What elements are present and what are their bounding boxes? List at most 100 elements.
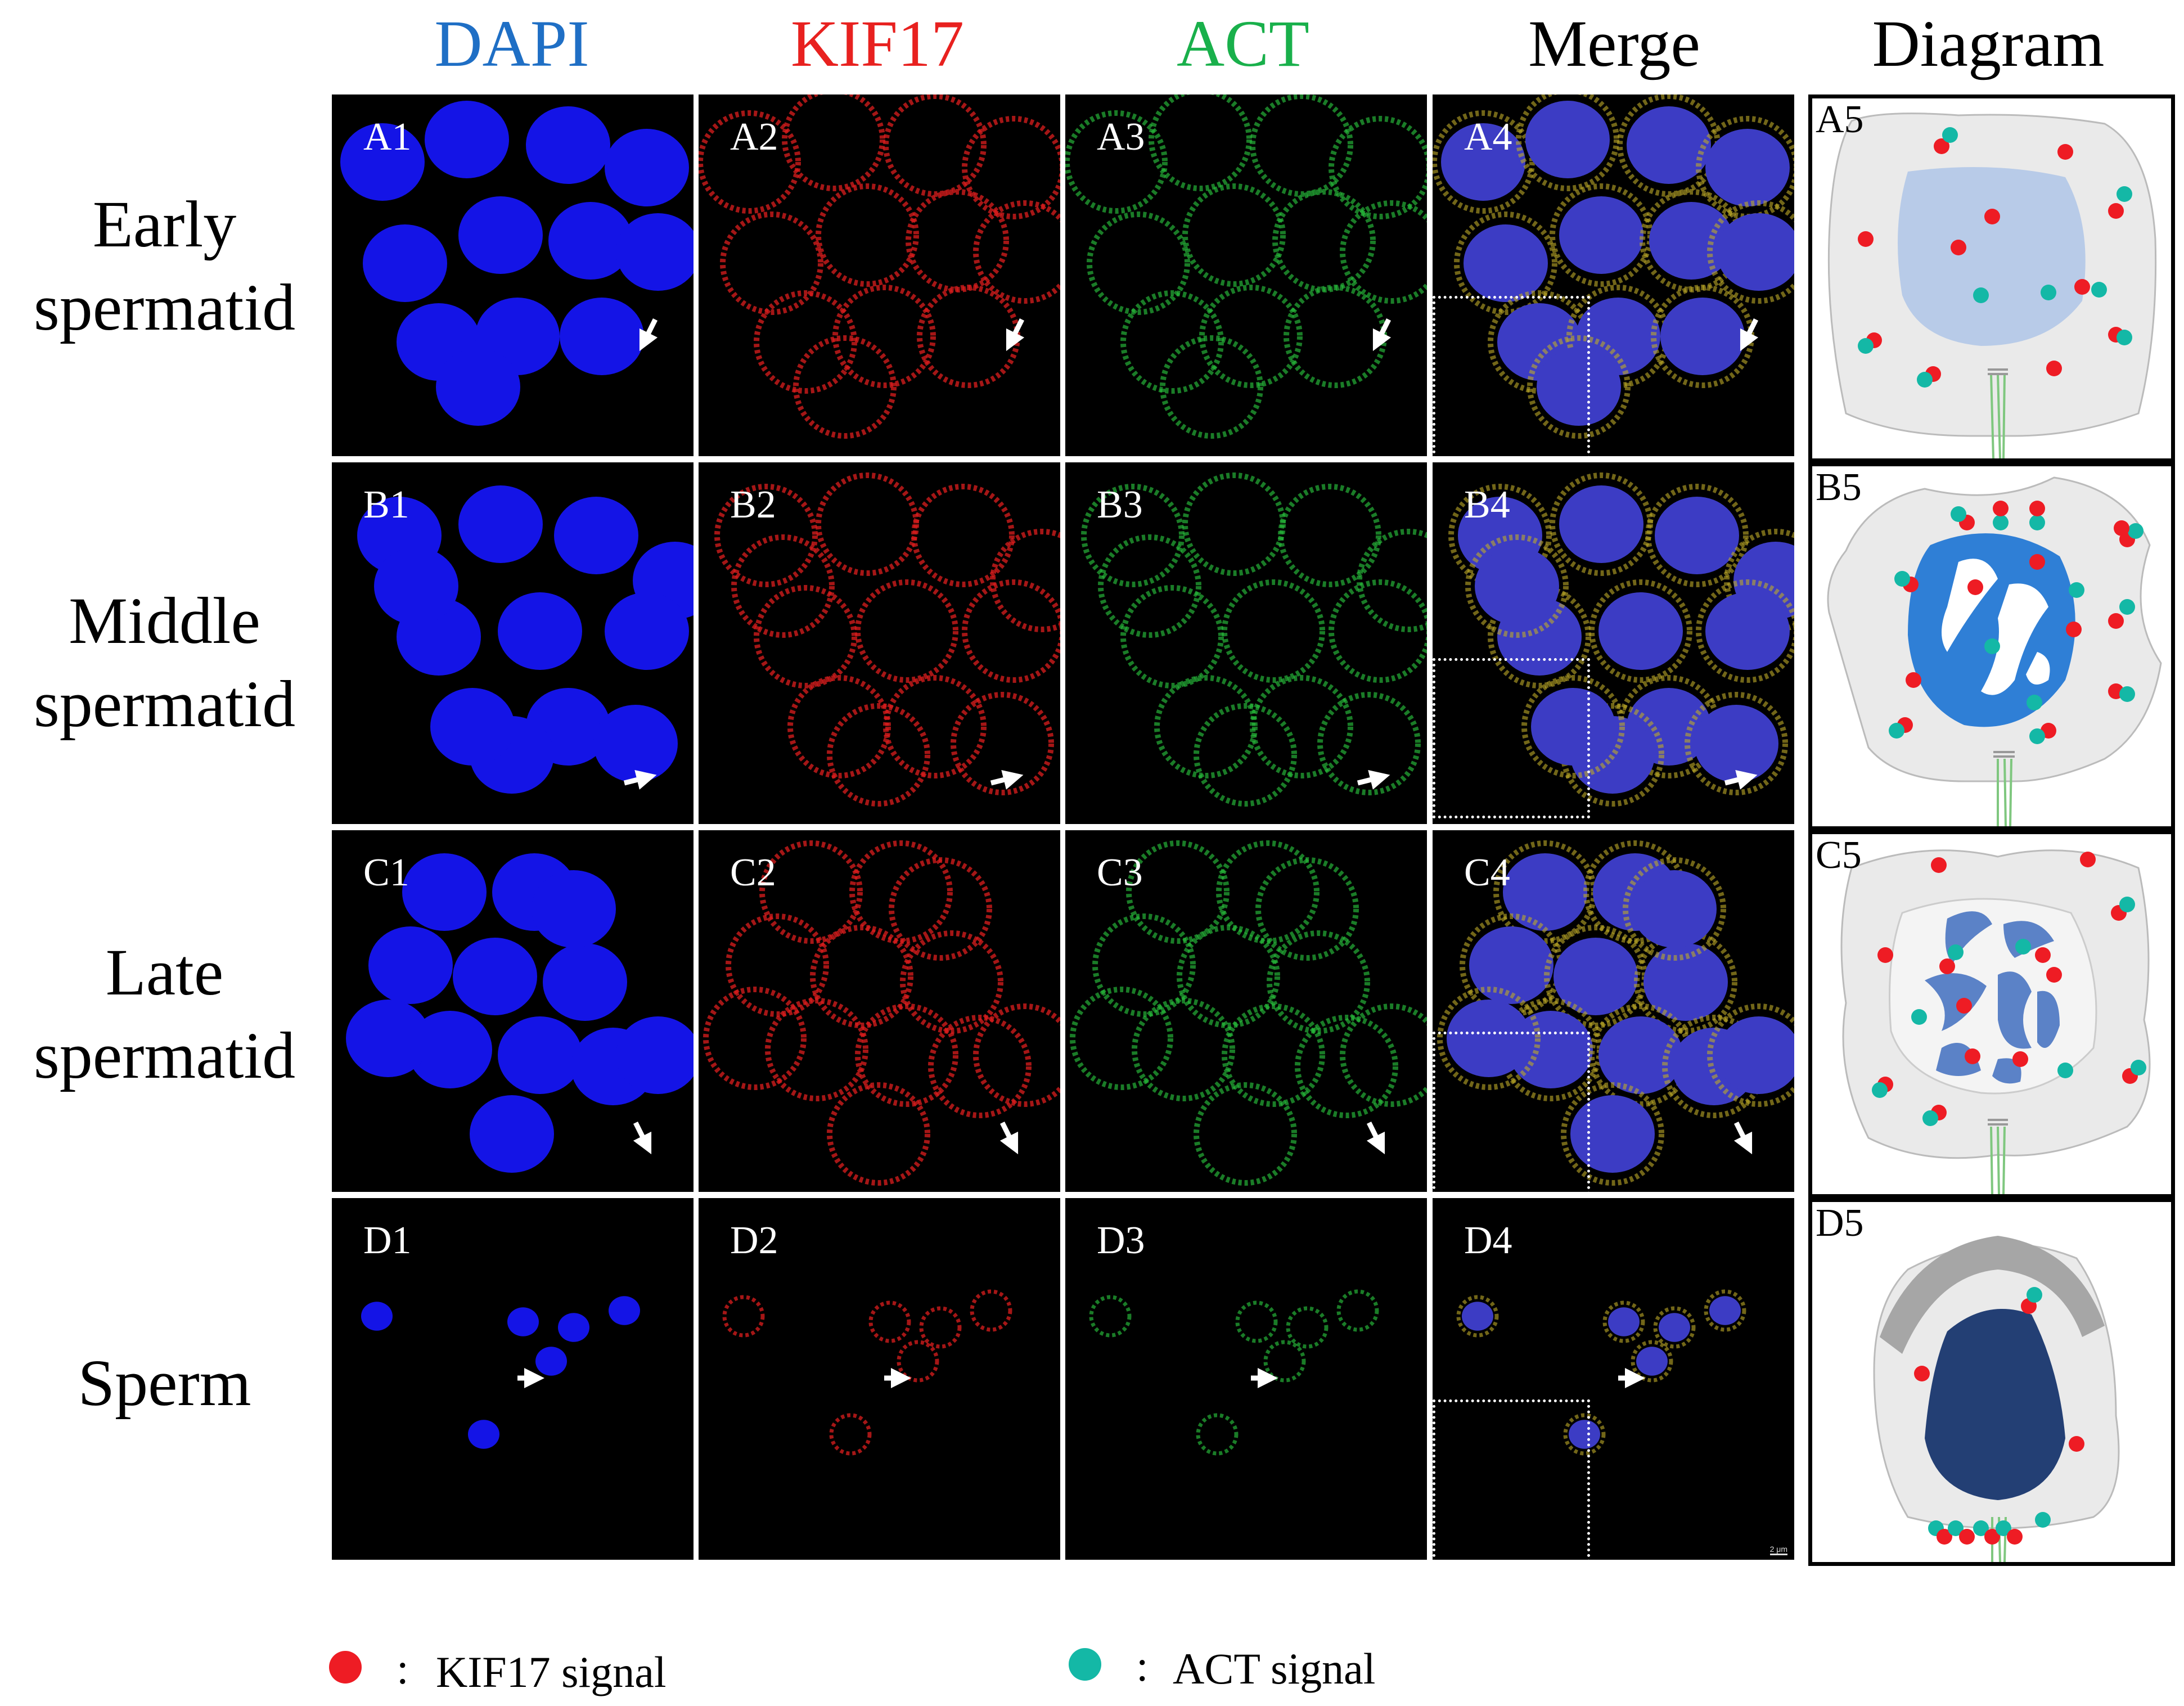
nucleus-pattern xyxy=(1942,559,2050,695)
row-label-line1: Early xyxy=(92,187,237,261)
cytoplasm-signal xyxy=(1527,335,1631,439)
signal-dots xyxy=(1889,501,2144,744)
row-label-late: Late spermatid xyxy=(0,931,329,1097)
cytoplasm-signal xyxy=(1563,1413,1606,1456)
nucleus-blob xyxy=(470,1095,554,1173)
cytoplasm-signal xyxy=(1561,703,1664,807)
nucleus-blob xyxy=(526,106,610,184)
cytoplasm-signal xyxy=(726,913,829,1017)
micrograph-b3: B3 xyxy=(1065,462,1427,824)
cytoplasm-signal xyxy=(1340,1003,1427,1107)
kif17-dot xyxy=(1993,501,2009,516)
cytoplasm-signal xyxy=(1089,1295,1132,1338)
cytoplasm-signal xyxy=(1149,94,1252,191)
nucleus-blob xyxy=(1570,1095,1655,1173)
cytoplasm-signal xyxy=(951,692,1054,795)
cytoplasm-signal xyxy=(1120,585,1224,688)
cytoplasm-signal xyxy=(1516,94,1619,191)
column-header-diagram: Diagram xyxy=(1872,7,2105,80)
micrograph-image xyxy=(1089,1289,1379,1456)
column-header-act: ACT xyxy=(1177,7,1309,80)
micrograph-d1: D1 xyxy=(332,1198,694,1560)
cytoplasm-signal xyxy=(816,183,919,287)
cytoplasm-signal xyxy=(973,200,1060,304)
panel-label: C5 xyxy=(1816,834,1862,877)
row-label-line2: spermatid xyxy=(33,271,296,344)
kif17-dot xyxy=(2108,613,2124,629)
nucleus-blob xyxy=(425,101,509,178)
micrograph-image xyxy=(361,1296,640,1449)
nucleus-blob xyxy=(1598,1016,1683,1094)
nucleus-blob xyxy=(560,298,644,375)
micrograph-image xyxy=(1081,472,1427,807)
cytoplasm-signal xyxy=(911,484,1015,587)
cytoplasm-signal xyxy=(1182,472,1286,576)
cytoplasm-signal xyxy=(1255,857,1359,961)
kif17-legend-colon: : xyxy=(397,1644,409,1693)
act-dot xyxy=(1973,287,1989,303)
arrow-indicator xyxy=(633,1121,652,1155)
arrow-indicator xyxy=(990,769,1024,790)
flagellum xyxy=(1988,1119,2008,1194)
cytoplasm-signal xyxy=(1194,703,1297,807)
nucleus-blob xyxy=(453,938,537,1015)
cytoplasm-signal xyxy=(1199,285,1303,388)
act-dot xyxy=(2029,515,2045,530)
act-legend-colon: : xyxy=(1136,1641,1149,1690)
cytoplasm-signal xyxy=(1120,290,1224,394)
cytoplasm-signal xyxy=(1561,1082,1664,1186)
kif17-dot xyxy=(2029,501,2045,516)
cytoplasm-signal xyxy=(1092,913,1196,1017)
act-dot xyxy=(2117,330,2132,345)
cytoplasm-signal xyxy=(782,94,885,191)
kif17-dot xyxy=(2066,622,2082,637)
cytoplasm-signal xyxy=(765,998,868,1101)
kif17-dot xyxy=(2007,1529,2023,1545)
kif17-dot xyxy=(2046,967,2062,983)
cytoplasm-signal xyxy=(1456,1295,1499,1338)
nucleus-blob xyxy=(1503,853,1587,931)
column-header-kif17: KIF17 xyxy=(790,7,965,80)
panel-label: D5 xyxy=(1816,1201,1864,1245)
act-dot xyxy=(1984,638,2000,654)
cytoplasm-signal xyxy=(1278,484,1381,587)
nucleus-blob xyxy=(1447,1000,1531,1077)
cytoplasm-signal xyxy=(1454,211,1557,315)
cytoplasm-signal xyxy=(1437,987,1541,1090)
nucleus-blob xyxy=(605,592,689,670)
kif17-dot xyxy=(2057,144,2073,160)
cytoplasm-signal xyxy=(1707,200,1794,304)
cytoplasm-signal xyxy=(1098,534,1201,638)
cytoplasm-signal xyxy=(1645,484,1749,587)
cytoplasm-signal xyxy=(1340,200,1427,304)
kif17-dot xyxy=(2012,1051,2028,1067)
row-label-line1: Late xyxy=(105,935,224,1009)
cytoplasm-signal xyxy=(1132,998,1235,1101)
nucleus-blob xyxy=(1659,1313,1690,1342)
panel-label: B3 xyxy=(1097,483,1143,526)
micrograph-c2: C2 xyxy=(699,830,1060,1192)
act-dot xyxy=(1996,1520,2011,1536)
row-label-line1: Middle xyxy=(69,584,260,658)
cytoplasm-signal xyxy=(1602,1300,1645,1343)
panel-label: B2 xyxy=(730,483,776,526)
panel-label: D3 xyxy=(1097,1219,1145,1262)
panel-label: C1 xyxy=(363,851,409,894)
act-dot xyxy=(2027,695,2042,710)
nucleus-blob xyxy=(1559,485,1643,563)
diagram-panel-b5: B5 xyxy=(1808,462,2175,830)
cytoplasm-signal xyxy=(699,110,801,214)
row-label-line2: spermatid xyxy=(33,1019,296,1092)
nucleus-blob xyxy=(1553,938,1638,1015)
cytoplasm-signal xyxy=(1589,579,1692,683)
cytoplasm-signal xyxy=(1272,189,1376,292)
act-dot xyxy=(2131,1060,2146,1075)
nucleus-blob xyxy=(374,547,458,625)
act-dot xyxy=(1948,1520,1964,1536)
kif17-dot xyxy=(2035,947,2051,963)
panel-label: B1 xyxy=(363,483,409,526)
arrow-indicator xyxy=(1372,318,1392,352)
panel-label: A2 xyxy=(730,115,778,159)
cytoplasm-signal xyxy=(827,1082,930,1186)
nucleus-blob xyxy=(558,1313,589,1342)
